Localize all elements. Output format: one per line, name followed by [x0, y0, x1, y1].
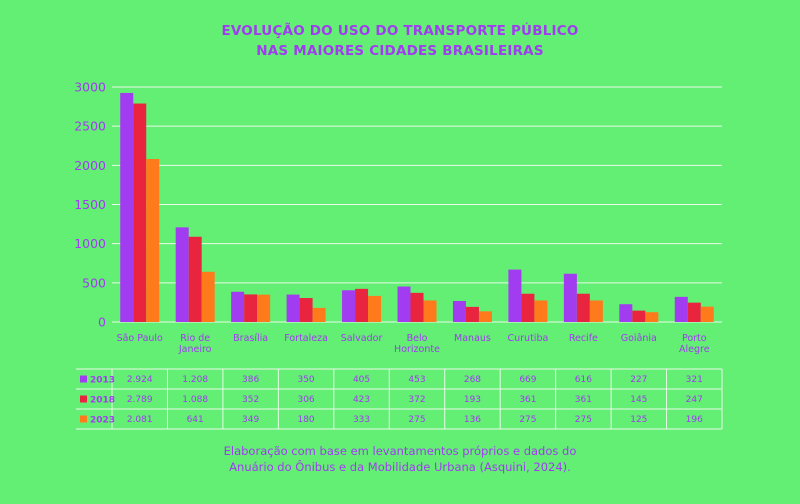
- bar-2018: [355, 288, 369, 322]
- legend-swatch-2018: [80, 395, 87, 403]
- table-cell-value: 1.088: [182, 395, 208, 405]
- table-cell-value: 196: [686, 415, 703, 425]
- y-tick-label: 2500: [74, 119, 106, 134]
- table-cell-value: 386: [242, 375, 259, 385]
- x-category-label: Fortaleza: [284, 333, 328, 344]
- bar-2018: [188, 236, 202, 322]
- x-category-label: Recife: [569, 333, 598, 344]
- table-cell-value: 275: [519, 415, 536, 425]
- bar-2023: [257, 294, 271, 322]
- bar-2013: [231, 291, 245, 322]
- bar-2013: [563, 273, 577, 322]
- bar-2023: [700, 306, 714, 322]
- table-cell-value: 145: [630, 395, 647, 405]
- bar-2018: [244, 294, 258, 322]
- table-cell-value: 2.924: [127, 375, 153, 385]
- table-cell-value: 275: [408, 415, 425, 425]
- table-cell-value: 306: [297, 395, 314, 405]
- table-cell-value: 275: [575, 415, 592, 425]
- table-cell-value: 2.789: [127, 395, 153, 405]
- bar-2023: [146, 158, 160, 322]
- bar-2013: [120, 92, 134, 322]
- table-cell-value: 372: [408, 395, 425, 405]
- table-cell-value: 268: [464, 375, 481, 385]
- x-category-label: Rio de: [180, 333, 210, 344]
- bar-2023: [534, 300, 548, 322]
- bar-2023: [312, 307, 326, 322]
- footnote-line-1: Elaboração com base em levantamentos pró…: [223, 444, 577, 458]
- bar-2023: [368, 295, 382, 322]
- x-category-label: Curutiba: [508, 333, 549, 344]
- table-cell-value: 333: [353, 415, 370, 425]
- table-cell-value: 193: [464, 395, 481, 405]
- x-category-label: Janeiro: [178, 344, 212, 355]
- legend-swatch-2013: [80, 375, 87, 383]
- x-category-label: Salvador: [341, 333, 383, 344]
- bar-2013: [619, 304, 633, 322]
- table-cell-value: 125: [630, 415, 647, 425]
- bar-2013: [286, 294, 300, 322]
- footnote-line-2: Anuário do Ônibus e da Mobilidade Urbana…: [229, 460, 571, 474]
- legend-label: 2013: [90, 376, 115, 386]
- legend-swatch-2023: [80, 415, 87, 423]
- table-cell-value: 352: [242, 395, 259, 405]
- table-cell-value: 423: [353, 395, 370, 405]
- bar-2018: [133, 103, 147, 322]
- x-category-label: Manaus: [454, 333, 491, 344]
- bar-2013: [342, 290, 356, 322]
- table-cell-value: 361: [575, 395, 592, 405]
- legend-label: 2018: [90, 396, 115, 406]
- table-cell-value: 616: [575, 375, 592, 385]
- bar-2018: [521, 293, 535, 322]
- bar-2018: [632, 310, 646, 322]
- table-cell-value: 321: [686, 375, 703, 385]
- bar-2023: [645, 312, 659, 322]
- table-cell-value: 361: [519, 395, 536, 405]
- bar-2018: [299, 298, 313, 322]
- y-tick-label: 1000: [74, 236, 106, 251]
- x-category-label: Brasília: [233, 333, 268, 344]
- table-cell-value: 405: [353, 375, 370, 385]
- bar-2023: [423, 300, 437, 322]
- bar-2018: [576, 293, 590, 322]
- bar-2013: [175, 227, 189, 322]
- bar-2013: [674, 296, 688, 322]
- table-cell-value: 227: [630, 375, 647, 385]
- chart-title-line-2: NAS MAIORES CIDADES BRASILEIRAS: [256, 43, 544, 59]
- bar-2013: [397, 286, 411, 322]
- y-tick-label: 0: [98, 315, 106, 330]
- table-cell-value: 349: [242, 415, 259, 425]
- x-category-label: Belo: [407, 333, 428, 344]
- bar-2018: [465, 306, 479, 322]
- legend-label: 2023: [90, 416, 115, 426]
- table-cell-value: 180: [297, 415, 314, 425]
- x-category-label: Goiânia: [621, 333, 657, 344]
- y-tick-label: 2000: [74, 158, 106, 173]
- y-tick-label: 1500: [74, 197, 106, 212]
- table-cell-value: 350: [297, 375, 314, 385]
- bar-2023: [589, 300, 603, 322]
- x-category-label: Horizonte: [394, 344, 440, 355]
- table-cell-value: 136: [464, 415, 481, 425]
- bar-2018: [687, 302, 701, 322]
- table-cell-value: 2.081: [127, 415, 153, 425]
- table-cell-value: 641: [187, 415, 204, 425]
- bar-2023: [201, 271, 215, 322]
- table-cell-value: 453: [408, 375, 425, 385]
- table-cell-value: 1.208: [182, 375, 208, 385]
- bar-2013: [452, 301, 466, 322]
- table-cell-value: 669: [519, 375, 536, 385]
- table-cell-value: 247: [686, 395, 703, 405]
- bar-2013: [508, 269, 522, 322]
- x-category-label: Alegre: [679, 344, 710, 355]
- x-category-label: São Paulo: [117, 333, 163, 344]
- bar-2018: [410, 292, 424, 322]
- chart-title-line-1: EVOLUÇÃO DO USO DO TRANSPORTE PÚBLICO: [221, 23, 579, 39]
- y-tick-label: 3000: [74, 80, 106, 95]
- y-tick-label: 500: [82, 275, 106, 290]
- bar-2023: [478, 311, 492, 322]
- x-category-label: Porto: [682, 333, 707, 344]
